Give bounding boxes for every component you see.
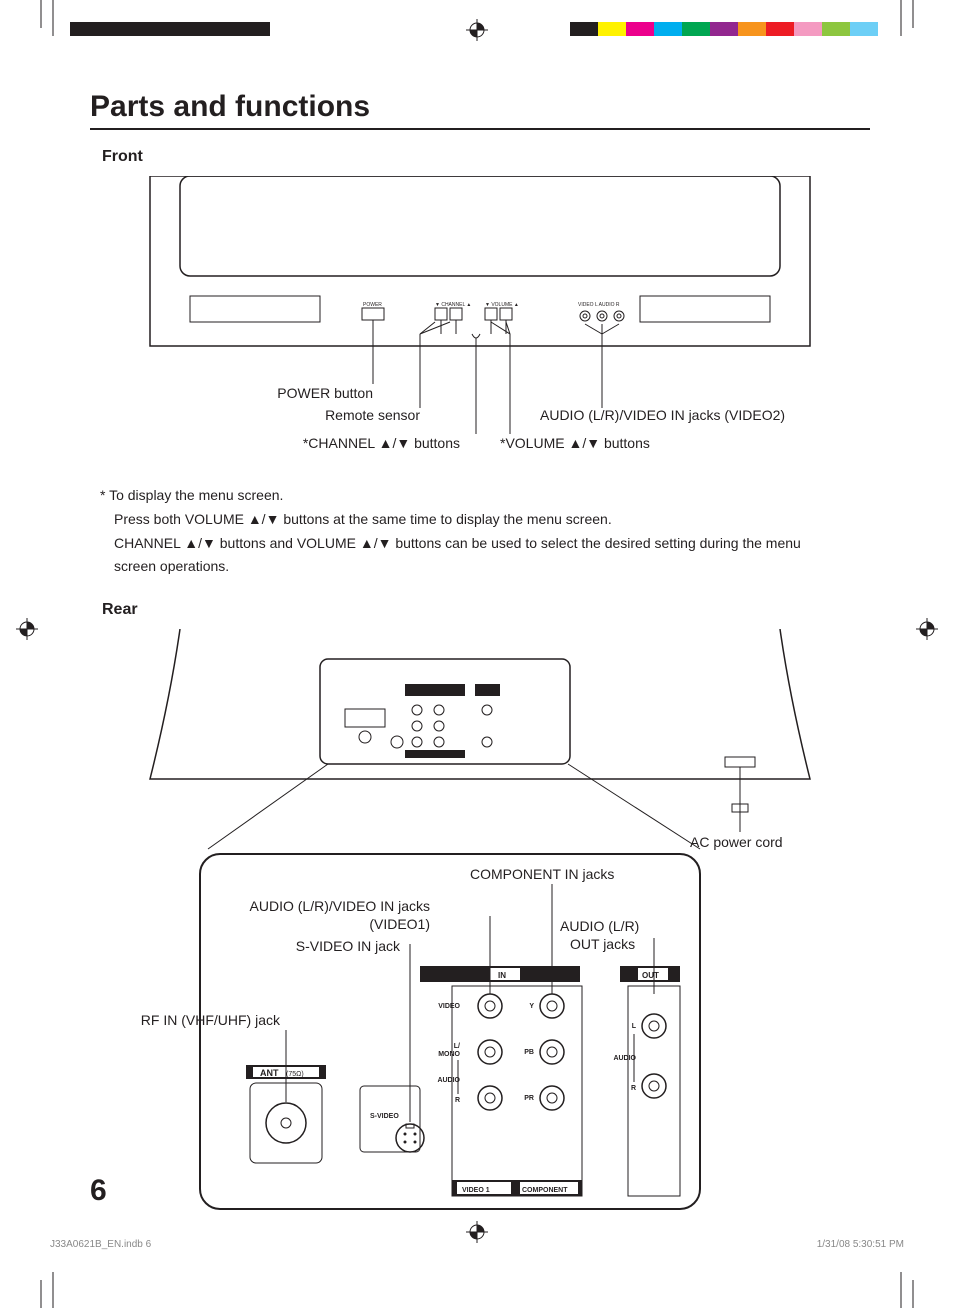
svg-text:VIDEO: VIDEO — [438, 1003, 460, 1010]
page-title: Parts and functions — [90, 90, 870, 130]
label-video1a: AUDIO (L/R)/VIDEO IN jacks — [250, 898, 430, 914]
svg-text:ANT: ANT — [260, 1068, 279, 1078]
svg-text:Y: Y — [529, 1003, 534, 1010]
label-video1b: (VIDEO1) — [369, 916, 430, 932]
label-channel: *CHANNEL ▲/▼ buttons — [303, 435, 460, 451]
svg-text:AUDIO: AUDIO — [437, 1077, 460, 1084]
label-power: POWER button — [277, 385, 373, 401]
svg-text:POWER: POWER — [363, 302, 382, 308]
label-svideo: S-VIDEO IN jack — [296, 938, 401, 954]
note-text: * To display the menu screen. Press both… — [100, 484, 870, 579]
note-line2: Press both VOLUME ▲/▼ buttons at the sam… — [100, 508, 870, 532]
svg-text:OUT: OUT — [481, 689, 494, 695]
page-content: Parts and functions Front POWER ▼ CHANNE… — [90, 90, 870, 1219]
svg-text:▼ VOLUME ▲: ▼ VOLUME ▲ — [485, 302, 519, 308]
svg-text:IN: IN — [430, 689, 436, 695]
front-diagram: POWER ▼ CHANNEL ▲ ▼ VOLUME ▲ VIDEO L AUD… — [90, 176, 870, 466]
svg-text:R: R — [455, 1097, 460, 1104]
svg-text:MONO: MONO — [438, 1051, 460, 1058]
svg-text:IN: IN — [498, 971, 506, 980]
svg-text:OUT: OUT — [642, 971, 659, 980]
page-number: 6 — [90, 1174, 107, 1208]
svg-text:PB: PB — [524, 1049, 534, 1056]
label-audio-in: AUDIO (L/R)/VIDEO IN jacks (VIDEO2) — [540, 407, 785, 423]
label-audio-out-b: OUT jacks — [570, 936, 635, 952]
svg-text:L/: L/ — [454, 1043, 460, 1050]
svg-text:▼ CHANNEL ▲: ▼ CHANNEL ▲ — [435, 302, 471, 308]
note-line3a: CHANNEL ▲/▼ buttons and VOLUME ▲/▼ butto… — [100, 532, 870, 556]
svg-text:VIDEO L AUDIO R: VIDEO L AUDIO R — [578, 302, 620, 308]
svg-text:S-VIDEO: S-VIDEO — [370, 1113, 399, 1120]
footer-file: J33A0621B_EN.indb 6 — [50, 1239, 151, 1250]
svg-text:R: R — [631, 1085, 636, 1092]
svg-text:VIDEO 1: VIDEO 1 — [462, 1187, 490, 1194]
note-line1: * To display the menu screen. — [100, 484, 870, 508]
label-volume: *VOLUME ▲/▼ buttons — [500, 435, 650, 451]
svg-text:(75Ω): (75Ω) — [286, 1071, 304, 1078]
note-line3b: screen operations. — [100, 555, 870, 579]
front-heading: Front — [102, 148, 870, 166]
label-audio-out-a: AUDIO (L/R) — [560, 918, 639, 934]
label-remote: Remote sensor — [325, 407, 420, 423]
svg-text:COMPONENT: COMPONENT — [522, 1187, 568, 1194]
rear-heading: Rear — [102, 601, 870, 619]
footer-date: 1/31/08 5:30:51 PM — [817, 1239, 904, 1250]
label-ac-cord: AC power cord — [690, 834, 783, 850]
svg-text:L: L — [632, 1023, 637, 1030]
svg-text:AUDIO: AUDIO — [613, 1055, 636, 1062]
svg-text:PR: PR — [524, 1095, 534, 1102]
label-rf: RF IN (VHF/UHF) jack — [141, 1012, 281, 1028]
label-component: COMPONENT IN jacks — [470, 866, 614, 882]
rear-diagram: IN OUT AC pow — [90, 629, 870, 1219]
